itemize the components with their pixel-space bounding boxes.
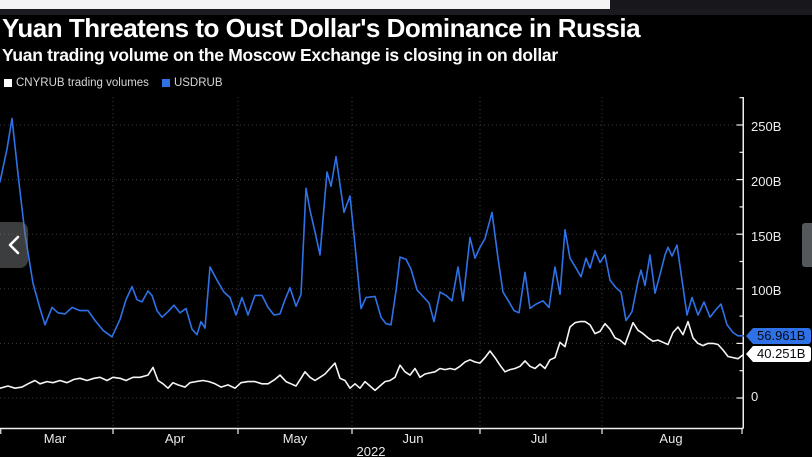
series-line-cnyrub bbox=[0, 320, 744, 392]
x-axis-label-aug: Aug bbox=[659, 431, 683, 446]
top-strip-dark bbox=[610, 0, 812, 9]
series-line-usdrub bbox=[0, 117, 744, 338]
top-strip-light bbox=[0, 0, 610, 9]
y-axis-label-0: 0 bbox=[751, 389, 759, 404]
cnyrub-swatch-icon bbox=[4, 79, 12, 87]
x-axis-label-mar: Mar bbox=[43, 431, 67, 446]
next-button[interactable] bbox=[802, 223, 812, 267]
legend: CNYRUB trading volumes USDRUB bbox=[4, 77, 223, 89]
plot-svg bbox=[0, 97, 744, 434]
x-axis-label-jul: Jul bbox=[530, 431, 548, 446]
x-axis-label-may: May bbox=[282, 431, 308, 446]
x-axis-label-apr: Apr bbox=[164, 431, 186, 446]
x-axis-year-label: 2022 bbox=[356, 444, 386, 457]
legend-item-usdrub: USDRUB bbox=[161, 77, 223, 89]
chart-subtitle: Yuan trading volume on the Moscow Exchan… bbox=[2, 45, 558, 65]
chevron-left-icon bbox=[8, 235, 20, 255]
y-axis-label-100: 100B bbox=[751, 283, 782, 298]
top-strip-band bbox=[0, 9, 812, 15]
legend-label-cnyrub: CNYRUB trading volumes bbox=[16, 77, 149, 89]
y-axis-label-200: 200B bbox=[751, 174, 782, 189]
legend-item-cnyrub: CNYRUB trading volumes bbox=[4, 77, 149, 89]
legend-label-usdrub: USDRUB bbox=[173, 77, 223, 89]
x-axis-label-jun: Jun bbox=[402, 431, 424, 446]
y-axis-label-250: 250B bbox=[751, 119, 782, 134]
usdrub-swatch-icon bbox=[161, 79, 170, 87]
usdrub-value-callout: 56.961B bbox=[746, 328, 812, 344]
chart-title: Yuan Threatens to Oust Dollar's Dominanc… bbox=[2, 13, 641, 43]
cnyrub-value-callout: 40.251B bbox=[746, 346, 812, 362]
previous-button[interactable] bbox=[0, 222, 28, 268]
y-axis-label-150: 150B bbox=[751, 229, 782, 244]
